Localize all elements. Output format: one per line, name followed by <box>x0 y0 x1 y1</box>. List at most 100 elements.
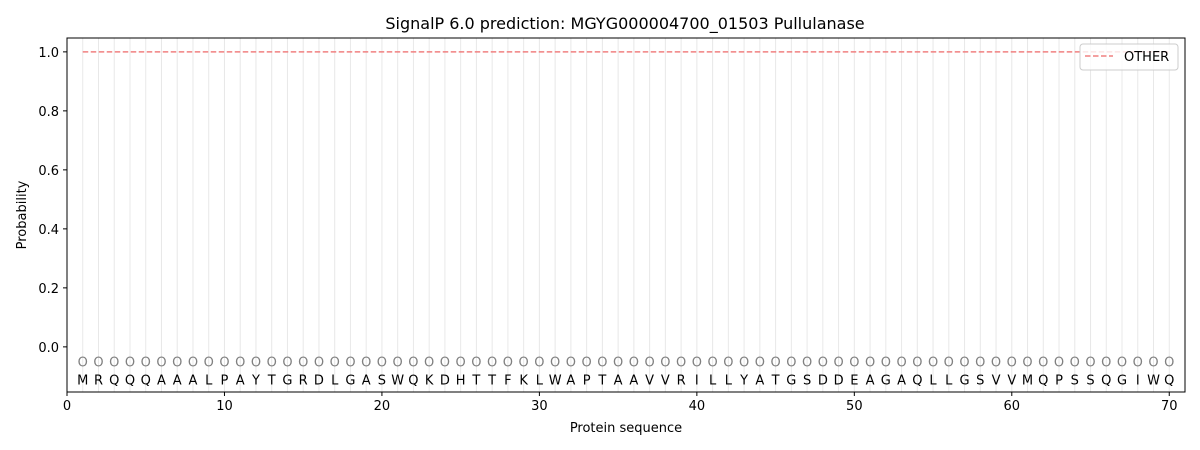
legend-label-other: OTHER <box>1124 50 1169 65</box>
prediction-marker: O <box>660 356 670 371</box>
prediction-marker: O <box>424 356 434 371</box>
prediction-marker: O <box>487 356 497 371</box>
residue-label: S <box>803 373 811 388</box>
residue-label: R <box>677 373 686 388</box>
residue-label: K <box>425 373 434 388</box>
prediction-marker: O <box>1007 356 1017 371</box>
prediction-marker: O <box>692 356 702 371</box>
prediction-marker: O <box>78 356 88 371</box>
prediction-marker: O <box>1022 356 1032 371</box>
residue-label: D <box>818 373 828 388</box>
y-tick-label: 1.0 <box>38 46 59 61</box>
prediction-marker: O <box>739 356 749 371</box>
residue-label: L <box>709 373 717 388</box>
prediction-marker: O <box>251 356 261 371</box>
x-tick-label: 30 <box>531 399 548 414</box>
x-tick-label: 0 <box>63 399 71 414</box>
residue-label: V <box>992 373 1001 388</box>
residue-label: F <box>504 373 511 388</box>
residue-label: T <box>267 373 276 388</box>
residue-label: Q <box>912 373 922 388</box>
residue-label: T <box>471 373 480 388</box>
residue-label: L <box>536 373 544 388</box>
prediction-marker: O <box>723 356 733 371</box>
residue-label: H <box>456 373 466 388</box>
residue-label: Q <box>125 373 135 388</box>
prediction-marker: O <box>1133 356 1143 371</box>
prediction-marker: O <box>109 356 119 371</box>
residue-label: A <box>362 373 371 388</box>
residue-label: L <box>331 373 339 388</box>
prediction-marker: O <box>676 356 686 371</box>
residue-label: Q <box>1038 373 1048 388</box>
residue-label: A <box>614 373 623 388</box>
prediction-marker: O <box>204 356 214 371</box>
residue-label: S <box>976 373 984 388</box>
prediction-marker: O <box>345 356 355 371</box>
prediction-marker: O <box>597 356 607 371</box>
residue-label: V <box>645 373 654 388</box>
prediction-marker: O <box>550 356 560 371</box>
prediction-marker: O <box>786 356 796 371</box>
prediction-marker: O <box>645 356 655 371</box>
prediction-marker: O <box>408 356 418 371</box>
residue-label: A <box>236 373 245 388</box>
residue-label: W <box>391 373 404 388</box>
prediction-marker: O <box>833 356 843 371</box>
prediction-marker: O <box>975 356 985 371</box>
prediction-marker: O <box>865 356 875 371</box>
prediction-marker: O <box>141 356 151 371</box>
plot-frame <box>66 37 1186 393</box>
prediction-marker: O <box>1164 356 1174 371</box>
x-tick-label: 60 <box>1004 399 1021 414</box>
residue-label: A <box>189 373 198 388</box>
residue-label: G <box>786 373 796 388</box>
prediction-marker: O <box>471 356 481 371</box>
prediction-marker: O <box>93 356 103 371</box>
prediction-marker: O <box>188 356 198 371</box>
prediction-marker: O <box>503 356 513 371</box>
prediction-marker: O <box>456 356 466 371</box>
prediction-marker: O <box>377 356 387 371</box>
residue-label: W <box>549 373 562 388</box>
residue-label: K <box>519 373 528 388</box>
residue-label: I <box>695 373 699 388</box>
residue-label: L <box>725 373 733 388</box>
residue-label: S <box>1086 373 1094 388</box>
prediction-marker: O <box>755 356 765 371</box>
residue-label: A <box>157 373 166 388</box>
residue-label: Y <box>739 373 748 388</box>
residue-label: G <box>960 373 970 388</box>
chart-title: SignalP 6.0 prediction: MGYG000004700_01… <box>385 14 864 34</box>
residue-label: G <box>1117 373 1127 388</box>
residue-label: D <box>440 373 450 388</box>
prediction-marker: O <box>1070 356 1080 371</box>
legend-box <box>1079 43 1179 71</box>
residue-label: Q <box>109 373 119 388</box>
prediction-marker: O <box>282 356 292 371</box>
y-axis-label: Probability <box>15 180 30 249</box>
prediction-marker: O <box>519 356 529 371</box>
residue-label: W <box>1147 373 1160 388</box>
y-tick-label: 0.8 <box>38 105 59 120</box>
residue-label: Q <box>408 373 418 388</box>
residue-label: A <box>897 373 906 388</box>
y-tick-label: 0.6 <box>38 164 59 179</box>
x-tick-label: 50 <box>846 399 863 414</box>
prediction-marker: O <box>912 356 922 371</box>
residue-label: A <box>629 373 638 388</box>
prediction-marker: O <box>896 356 906 371</box>
residue-label: V <box>661 373 670 388</box>
x-axis-label: Protein sequence <box>570 421 682 436</box>
residue-label: S <box>378 373 386 388</box>
y-tick-label: 0.2 <box>38 282 59 297</box>
residue-label: P <box>221 373 229 388</box>
y-tick-label: 0.0 <box>38 341 59 356</box>
residue-label: P <box>583 373 591 388</box>
residue-label: L <box>929 373 937 388</box>
residue-label: A <box>566 373 575 388</box>
residue-label: G <box>345 373 355 388</box>
prediction-marker: O <box>314 356 324 371</box>
prediction-marker: O <box>1085 356 1095 371</box>
